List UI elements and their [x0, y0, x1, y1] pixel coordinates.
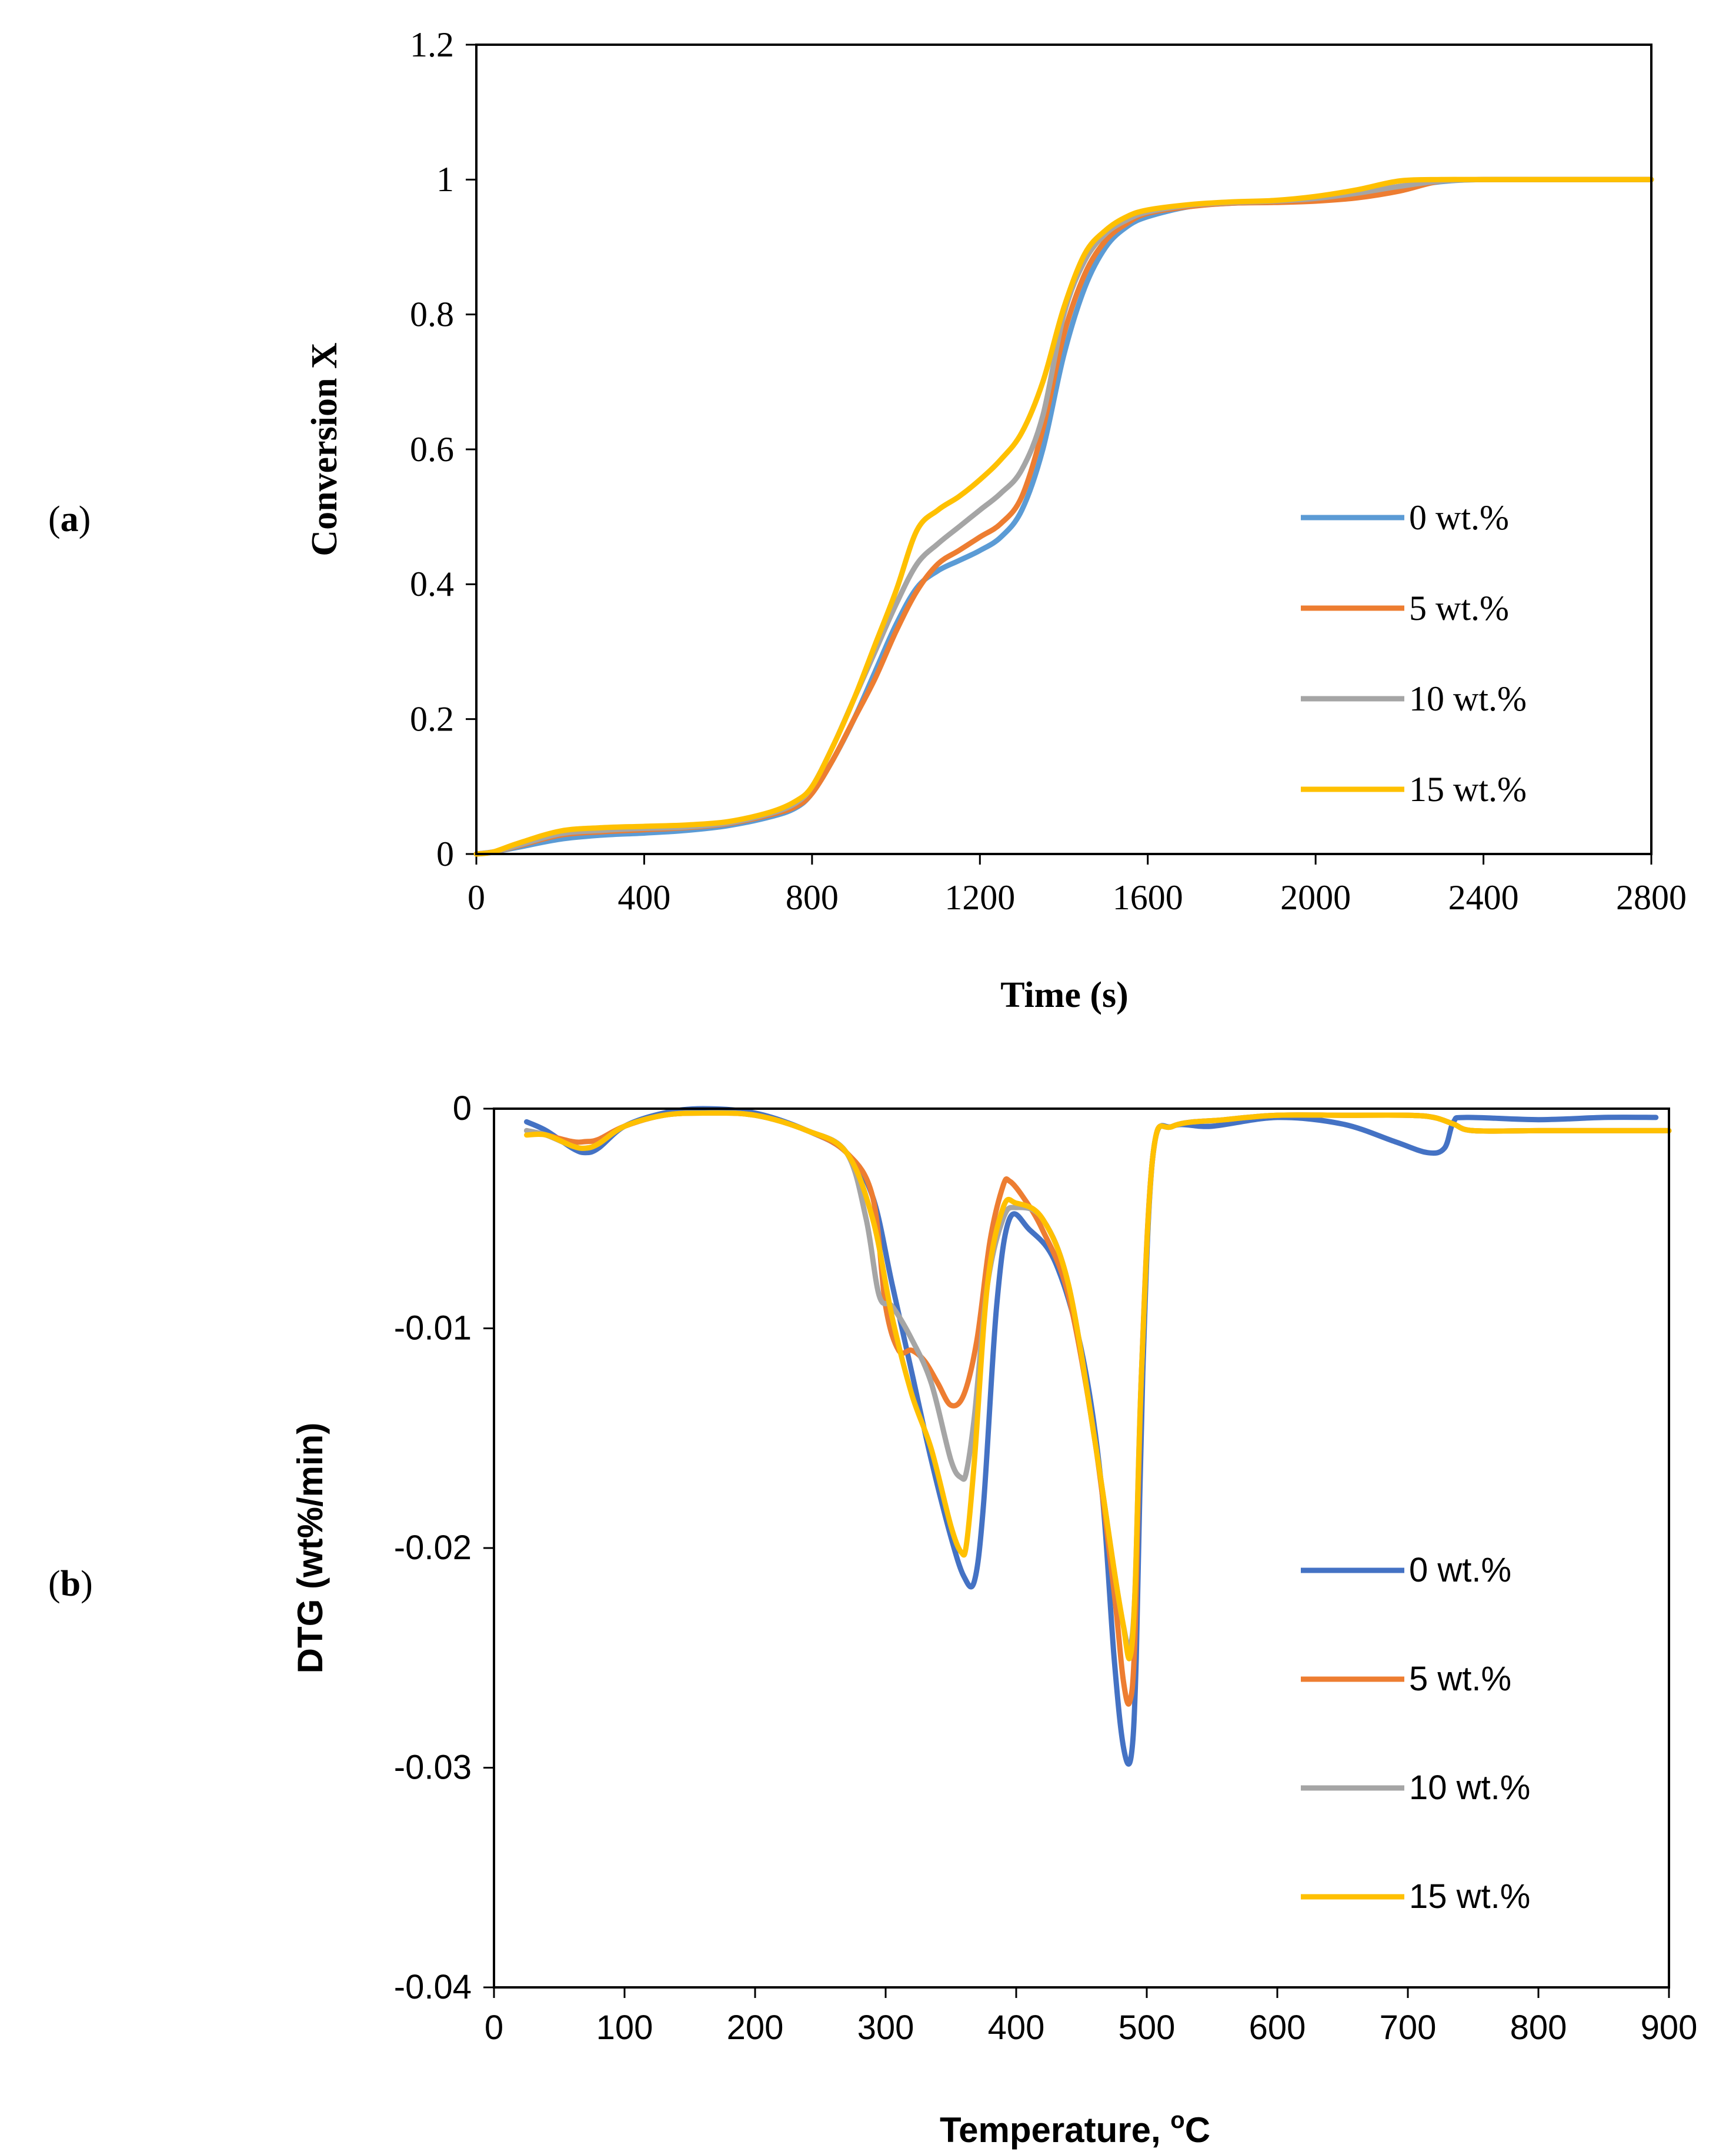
- y-tick-label: 0.8: [410, 295, 454, 333]
- y-tick-label: -0.04: [394, 1968, 472, 2006]
- x-tick-label: 200: [727, 2009, 784, 2047]
- x-tick-label: 0: [485, 2009, 503, 2047]
- x-tick-label: 800: [1510, 2009, 1567, 2047]
- series-line-15-wt: [524, 1110, 1672, 1662]
- chart-b-x-axis-title-unit: C: [1185, 2110, 1210, 2150]
- panel-label-a: (a): [48, 499, 91, 541]
- x-tick-label: 2400: [1448, 878, 1519, 917]
- chart-a-legend: 0 wt.% 5 wt.% 10 wt.% 15 wt.%: [1301, 498, 1527, 809]
- panel-label-b: (b): [48, 1563, 93, 1605]
- legend-label: 10 wt.%: [1409, 679, 1527, 718]
- x-tick-label: 600: [1249, 2009, 1306, 2047]
- y-tick-label: -0.02: [394, 1529, 472, 1567]
- legend-label: 0 wt.%: [1409, 1551, 1511, 1589]
- x-tick-label: 2000: [1280, 878, 1351, 917]
- chart-b-y-axis-ticks: 0 -0.01 -0.02 -0.03 -0.04: [394, 1089, 494, 2006]
- series-line-15-wt: [473, 176, 1654, 857]
- chart-a-y-axis-ticks: 0 0.2 0.4 0.6 0.8 1 1.2: [410, 25, 476, 873]
- chart-b-plot-frame: [493, 1107, 1670, 1989]
- x-tick-label: 700: [1380, 2009, 1437, 2047]
- y-tick-label: 1: [436, 160, 454, 199]
- chart-b-y-axis-title: DTG (wt%/min): [291, 1423, 330, 1674]
- legend-label: 10 wt.%: [1409, 1769, 1530, 1807]
- y-tick-label: 0: [436, 835, 454, 873]
- x-tick-label: 0: [468, 878, 485, 917]
- chart-a-y-axis-title: Conversion X: [305, 342, 345, 556]
- legend-label: 5 wt.%: [1409, 589, 1509, 628]
- chart-a-x-axis-ticks: 0 400 800 1200 1600 2000 2400 2800: [468, 854, 1687, 917]
- panel-label-a-open: (: [48, 499, 61, 539]
- chart-b-x-axis-title-main: Temperature,: [940, 2110, 1170, 2150]
- legend-label: 15 wt.%: [1409, 770, 1527, 809]
- y-tick-label: 0.2: [410, 699, 454, 738]
- chart-b-x-axis-title-degree: o: [1170, 2107, 1184, 2133]
- chart-a-plot-frame: [475, 44, 1652, 855]
- y-tick-label: 0.6: [410, 430, 454, 469]
- y-tick-label: 0: [453, 1089, 472, 1127]
- panel-label-b-letter: b: [60, 1564, 81, 1604]
- y-tick-label: -0.03: [394, 1749, 472, 1787]
- x-tick-label: 900: [1641, 2009, 1698, 2047]
- x-tick-label: 2800: [1616, 878, 1687, 917]
- chart-b-x-axis-ticks: 0 100 200 300 400 500 600 700 800 900: [485, 1987, 1698, 2047]
- panel-label-b-open: (: [48, 1564, 61, 1604]
- chart-a-x-axis-title: Time (s): [1000, 975, 1129, 1015]
- y-tick-label: 1.2: [410, 25, 454, 64]
- x-tick-label: 500: [1119, 2009, 1176, 2047]
- x-tick-label: 1200: [944, 878, 1015, 917]
- x-tick-label: 1600: [1113, 878, 1183, 917]
- y-tick-label: 0.4: [410, 565, 454, 603]
- chart-a-conversion: 0 0.2 0.4 0.6 0.8 1 1.2 0 400 800 1200 1600 2000 240…: [305, 25, 1687, 1015]
- series-line-5-wt: [524, 1110, 1672, 1707]
- x-tick-label: 400: [617, 878, 670, 917]
- chart-b-series-lines: [524, 1106, 1672, 1767]
- x-tick-label: 800: [786, 878, 839, 917]
- panel-label-b-close: ): [81, 1564, 93, 1604]
- legend-label: 15 wt.%: [1409, 1877, 1530, 1916]
- legend-label: 0 wt.%: [1409, 498, 1509, 537]
- panel-label-a-letter: a: [60, 499, 79, 539]
- chart-b-dtg: 0 -0.01 -0.02 -0.03 -0.04 0 100 200 300 400 500 60…: [291, 1089, 1697, 2150]
- x-tick-label: 300: [857, 2009, 914, 2047]
- chart-a-series-lines: [473, 176, 1654, 857]
- chart-b-x-axis-title: Temperature, oC: [940, 2107, 1210, 2150]
- panel-label-a-close: ): [78, 499, 91, 539]
- y-tick-label: -0.01: [394, 1309, 472, 1347]
- x-tick-label: 100: [596, 2009, 653, 2047]
- chart-b-legend: 0 wt.% 5 wt.% 10 wt.% 15 wt.%: [1301, 1551, 1530, 1916]
- x-tick-label: 400: [988, 2009, 1045, 2047]
- legend-label: 5 wt.%: [1409, 1660, 1511, 1698]
